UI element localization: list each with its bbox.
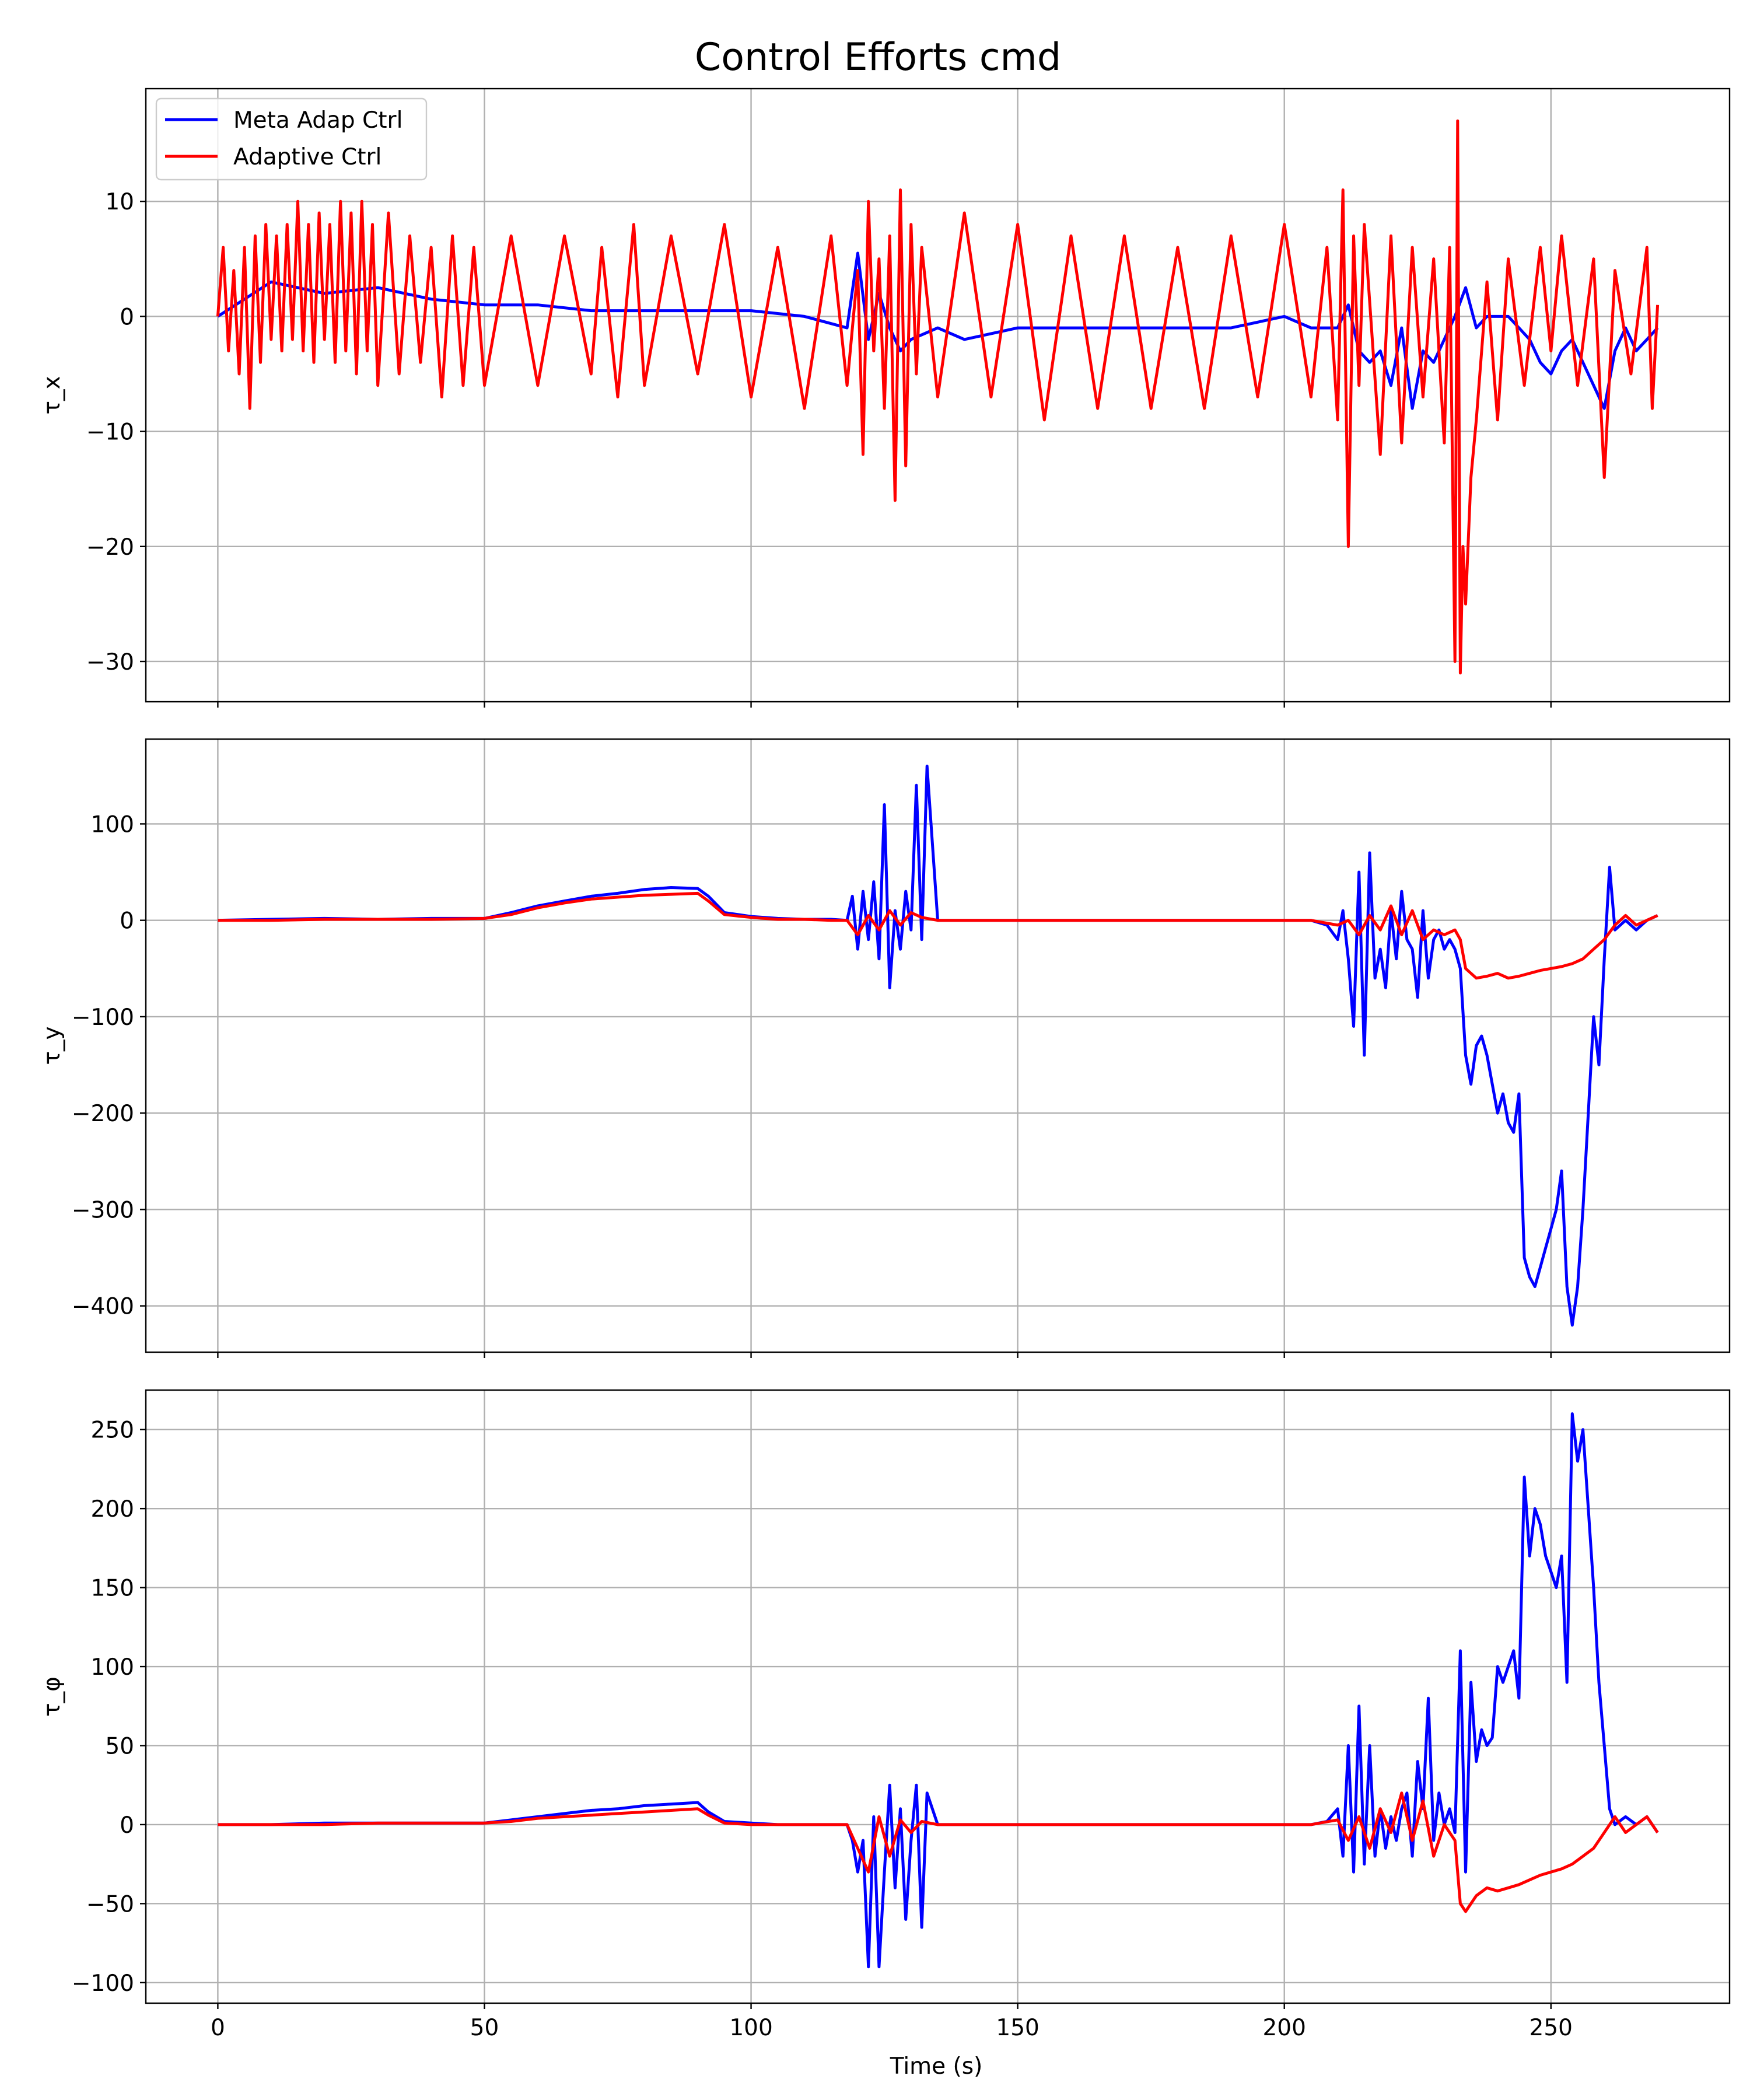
y-tick-label: 0 [120, 304, 134, 330]
y-tick-label: 100 [91, 1654, 134, 1681]
y-tick-label: 0 [120, 908, 134, 935]
y-tick-label: −100 [72, 1971, 134, 1997]
legend-label-meta-adap-ctrl: Meta Adap Ctrl [233, 107, 402, 134]
subplot-3: 0 50 100 150 200 250 250 200 150 100 50 0 −50 −100 τ_φ [39, 1389, 1731, 2041]
legend-box [155, 97, 428, 181]
y-axis-label: τ_x [39, 376, 65, 414]
x-tick-label: 250 [1530, 2015, 1573, 2041]
axes-frame [145, 1389, 1731, 2004]
subplot-2: 100 0 −100 −200 −300 −400 τ_y [39, 738, 1731, 1358]
y-axis-label: τ_φ [39, 1676, 65, 1717]
legend-label-adaptive-ctrl: Adaptive Ctrl [233, 144, 382, 170]
axes-frame [145, 88, 1731, 703]
y-tick-label: 10 [105, 189, 134, 215]
y-tick-label: 250 [91, 1418, 134, 1444]
y-tick-label: 0 [120, 1812, 134, 1839]
y-tick-label: −100 [72, 1005, 134, 1031]
series-line-adaptive-ctrl [216, 119, 1660, 675]
y-tick-label: 100 [91, 811, 134, 838]
series-line-adaptive-ctrl [218, 1791, 1659, 1913]
y-tick-label: −20 [86, 534, 134, 561]
series-group [218, 764, 1658, 1327]
y-tick-label: 200 [91, 1496, 134, 1522]
y-tick-label: −300 [72, 1197, 134, 1223]
subplot-1: 10 0 −10 −20 −30 τ_x Meta Adap Ctrl Adaptive Ct… [39, 88, 1731, 708]
series-line-meta-adap-ctrl [217, 251, 1659, 410]
series-group [216, 119, 1660, 675]
y-tick-label: −400 [72, 1294, 134, 1320]
y-tick-label: −50 [86, 1891, 134, 1917]
x-tick-label: 150 [996, 2015, 1039, 2041]
y-tick-label: −10 [86, 419, 134, 446]
y-tick-label: 50 [105, 1733, 134, 1759]
y-tick-label: −200 [72, 1101, 134, 1127]
x-axis-label: Time (s) [890, 2053, 983, 2080]
y-tick-label: −30 [86, 649, 134, 676]
series-line-adaptive-ctrl [218, 891, 1658, 980]
axes-frame [145, 738, 1731, 1353]
x-tick-label: 50 [470, 2015, 499, 2041]
y-tick-label: 150 [91, 1576, 134, 1602]
x-tick-label: 200 [1262, 2015, 1306, 2041]
y-axis-label: τ_y [39, 1026, 65, 1065]
series-group [218, 1412, 1659, 1969]
legend: Meta Adap Ctrl Adaptive Ctrl [155, 97, 428, 181]
chart-title: Control Efforts cmd [695, 36, 1061, 79]
x-tick-label: 0 [211, 2015, 225, 2041]
x-tick-label: 100 [729, 2015, 772, 2041]
